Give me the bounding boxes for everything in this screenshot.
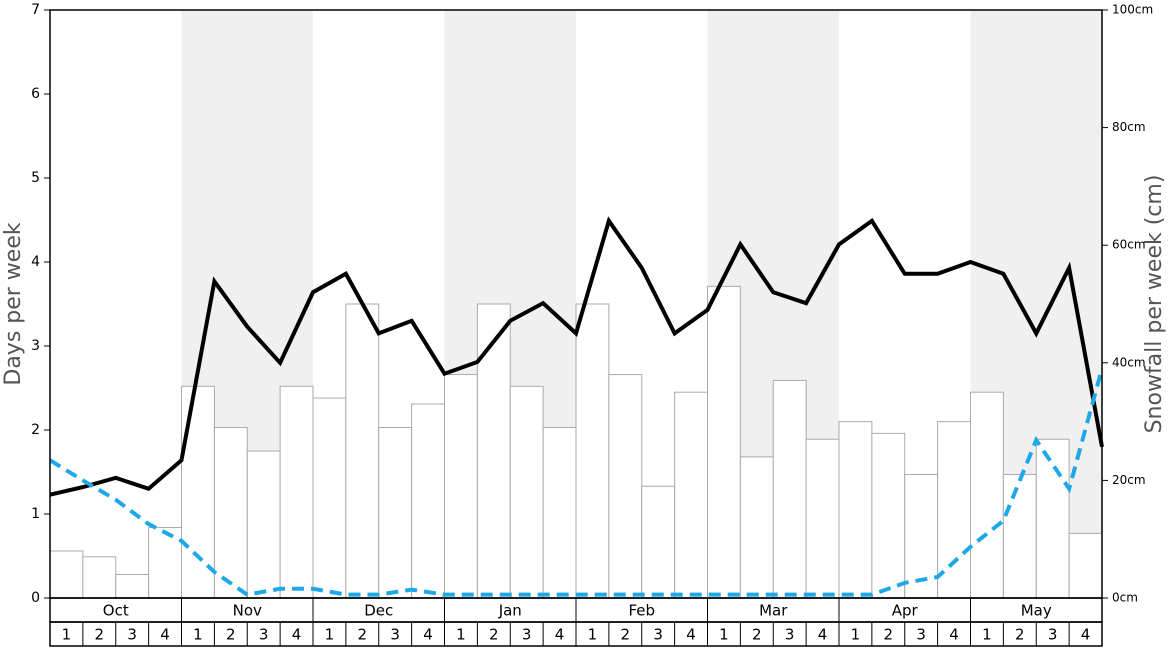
x-tick-label: 2 [358, 626, 368, 644]
y2-axis-title: Snowfall per week (cm) [1142, 175, 1167, 434]
bar [904, 474, 939, 599]
x-tick-label: 2 [226, 626, 236, 644]
x-tick-label: 1 [193, 626, 203, 644]
bar [246, 450, 281, 599]
bar [805, 438, 840, 599]
month-label: Dec [364, 602, 393, 620]
x-tick-label: 1 [982, 626, 992, 644]
y2-tick-label: 0cm [1112, 591, 1138, 605]
y2-tick-label: 40cm [1112, 355, 1146, 369]
y-tick-label: 5 [31, 170, 40, 186]
x-tick-label: 4 [292, 626, 302, 644]
y-tick-label: 1 [31, 506, 40, 522]
x-tick-label: 3 [522, 626, 532, 644]
month-label: May [1021, 602, 1052, 620]
bar [838, 421, 873, 599]
bar [641, 485, 676, 599]
x-tick-label: 4 [555, 626, 565, 644]
x-tick-label: 1 [588, 626, 598, 644]
bar [707, 285, 741, 599]
month-label: Jan [498, 602, 522, 620]
bar [1068, 532, 1103, 599]
y-tick-label: 2 [31, 422, 40, 438]
bar [444, 374, 478, 599]
bar [608, 374, 643, 599]
x-tick-label: 4 [686, 626, 696, 644]
x-tick-label: 1 [456, 626, 466, 644]
y-axis-title: Days per week [1, 222, 26, 385]
bar [312, 397, 347, 599]
bar [772, 379, 807, 599]
month-label: Oct [103, 602, 129, 620]
y2-tick-label: 80cm [1112, 120, 1146, 134]
x-tick-label: 1 [719, 626, 729, 644]
bar [1002, 474, 1037, 599]
y2-tick-label: 60cm [1112, 238, 1146, 252]
y-tick-label: 7 [31, 2, 40, 18]
month-label: Nov [233, 602, 262, 620]
bar [411, 403, 445, 599]
x-tick-label: 3 [390, 626, 400, 644]
bar [148, 526, 182, 599]
x-tick-label: 4 [1081, 626, 1091, 644]
bar [476, 303, 511, 599]
bar [542, 426, 577, 599]
x-tick-label: 2 [1015, 626, 1025, 644]
month-label: Apr [892, 602, 919, 620]
x-tick-label: 2 [752, 626, 762, 644]
bar [49, 550, 84, 599]
bar [378, 426, 413, 599]
line-series [48, 368, 1104, 597]
month-label: Mar [759, 602, 788, 620]
x-tick-label: 4 [949, 626, 959, 644]
x-tick-label: 2 [621, 626, 631, 644]
y-tick-label: 3 [31, 338, 40, 354]
bar [213, 426, 248, 599]
y2-tick-label: 20cm [1112, 473, 1146, 487]
x-tick-label: 4 [423, 626, 433, 644]
x-tick-label: 1 [851, 626, 861, 644]
bar [575, 303, 610, 599]
bar [871, 432, 906, 599]
x-tick-label: 1 [62, 626, 72, 644]
bar [674, 391, 708, 599]
y-tick-label: 6 [31, 86, 40, 102]
month-label: Feb [628, 602, 655, 620]
x-tick-label: 2 [95, 626, 105, 644]
y-tick-label: 0 [31, 590, 40, 606]
x-tick-label: 2 [884, 626, 894, 644]
bar [345, 303, 380, 599]
x-tick-label: 3 [653, 626, 663, 644]
x-tick-label: 3 [1048, 626, 1058, 644]
bar [739, 456, 774, 599]
x-tick-label: 4 [818, 626, 828, 644]
line-series [49, 216, 1104, 497]
bar [279, 385, 314, 599]
y-tick-label: 4 [31, 254, 40, 270]
x-tick-label: 4 [160, 626, 170, 644]
x-tick-label: 3 [785, 626, 795, 644]
y2-tick-label: 100cm [1112, 3, 1153, 17]
x-tick-label: 3 [259, 626, 269, 644]
bar [82, 556, 117, 599]
x-tick-label: 1 [325, 626, 335, 644]
bar [1035, 438, 1070, 599]
bar [115, 573, 150, 599]
bar [509, 385, 544, 599]
x-tick-label: 3 [127, 626, 137, 644]
x-tick-label: 3 [916, 626, 926, 644]
bar [970, 391, 1004, 599]
x-tick-label: 2 [489, 626, 499, 644]
